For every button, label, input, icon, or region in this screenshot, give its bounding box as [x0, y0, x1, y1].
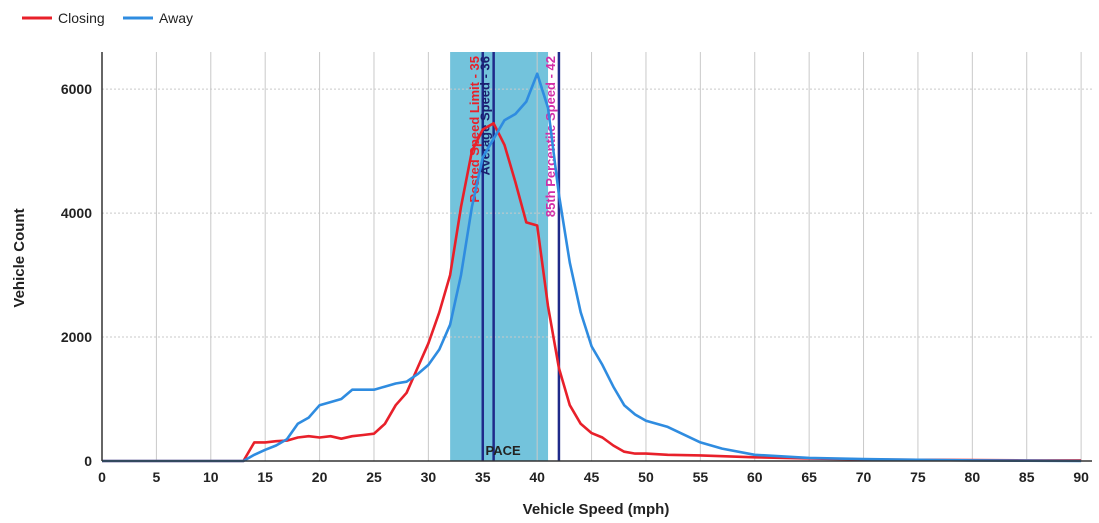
x-tick-label: 20	[312, 469, 328, 485]
y-tick-label: 0	[84, 453, 92, 469]
y-tick-label: 2000	[61, 329, 92, 345]
y-tick-labels: 0 2000 4000 6000	[61, 81, 92, 469]
x-tick-label: 45	[584, 469, 600, 485]
x-tick-label: 50	[638, 469, 654, 485]
x-tick-label: 0	[98, 469, 106, 485]
x-tick-label: 40	[529, 469, 545, 485]
y-axis-title: Vehicle Count	[11, 208, 28, 307]
x-tick-label: 70	[856, 469, 872, 485]
reference-line-label: Posted Speed Limit - 35	[467, 56, 482, 203]
x-axis-title: Vehicle Speed (mph)	[523, 501, 670, 518]
y-tick-label: 4000	[61, 205, 92, 221]
series-lines	[102, 72, 1082, 463]
axes	[101, 52, 1092, 462]
legend-label-away: Away	[159, 10, 193, 26]
x-tick-label: 35	[475, 469, 491, 485]
x-tick-label: 90	[1073, 469, 1089, 485]
legend: Closing Away	[22, 10, 193, 26]
x-tick-label: 65	[801, 469, 817, 485]
x-tick-labels: 0 5 10 15 20 25 30 35 40 45 50 55 60 65 70 75 80 85 90	[98, 469, 1089, 485]
x-tick-label: 10	[203, 469, 219, 485]
pace-band	[450, 52, 549, 461]
legend-label-closing: Closing	[58, 10, 105, 26]
x-tick-label: 55	[693, 469, 709, 485]
x-tick-label: 60	[747, 469, 763, 485]
series-line-away	[102, 72, 1082, 463]
x-tick-label: 15	[257, 469, 273, 485]
x-tick-label: 5	[152, 469, 160, 485]
x-tick-label: 25	[366, 469, 382, 485]
x-tick-label: 30	[421, 469, 437, 485]
x-tick-label: 75	[910, 469, 926, 485]
y-tick-label: 6000	[61, 81, 92, 97]
grid	[102, 52, 1092, 461]
x-tick-label: 80	[965, 469, 981, 485]
reference-line-label: Average Speed - 36	[478, 56, 493, 175]
x-tick-label: 85	[1019, 469, 1035, 485]
series-line-closing	[102, 122, 1082, 463]
pace-label: PACE	[486, 443, 521, 458]
